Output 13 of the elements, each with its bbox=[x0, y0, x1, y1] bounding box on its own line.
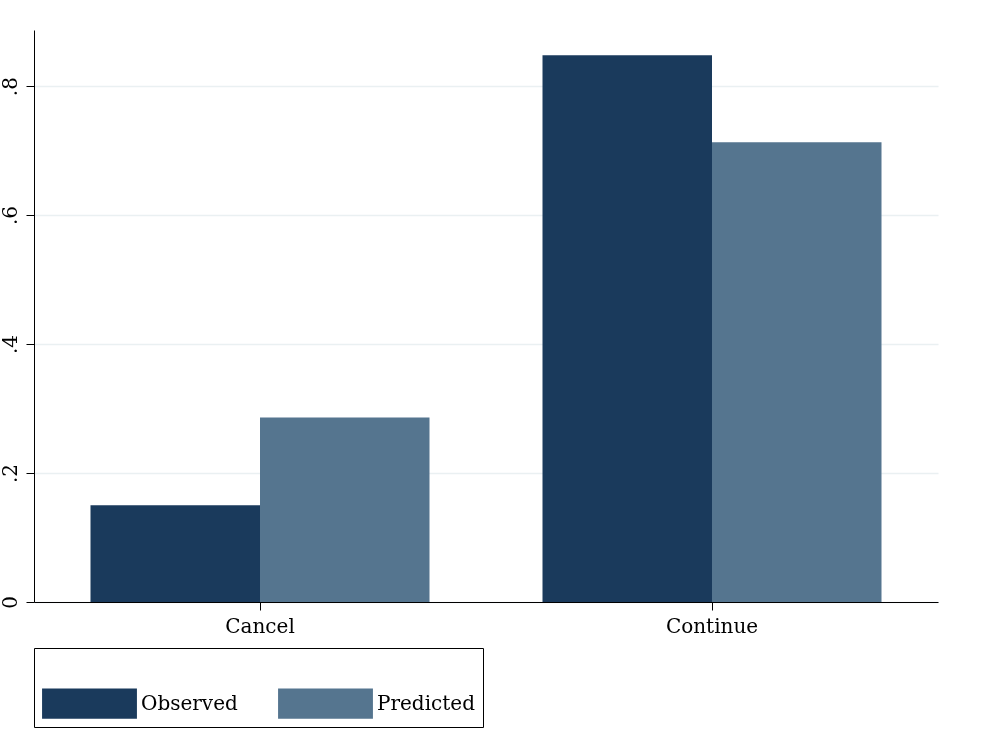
legend-label: Observed bbox=[141, 690, 238, 715]
y-tick-label: .8 bbox=[0, 77, 22, 97]
bar bbox=[90, 505, 260, 602]
x-tick-label: Continue bbox=[665, 613, 759, 638]
y-tick-label: 0 bbox=[0, 596, 22, 609]
bar bbox=[260, 417, 430, 602]
y-tick-label: .2 bbox=[0, 463, 22, 484]
y-tick-label: .4 bbox=[0, 335, 22, 355]
legend-label: Predicted bbox=[377, 690, 476, 715]
y-tick-label: .6 bbox=[0, 206, 22, 226]
bar bbox=[542, 55, 712, 602]
bar bbox=[712, 142, 882, 602]
x-tick-label: Cancel bbox=[225, 613, 295, 638]
